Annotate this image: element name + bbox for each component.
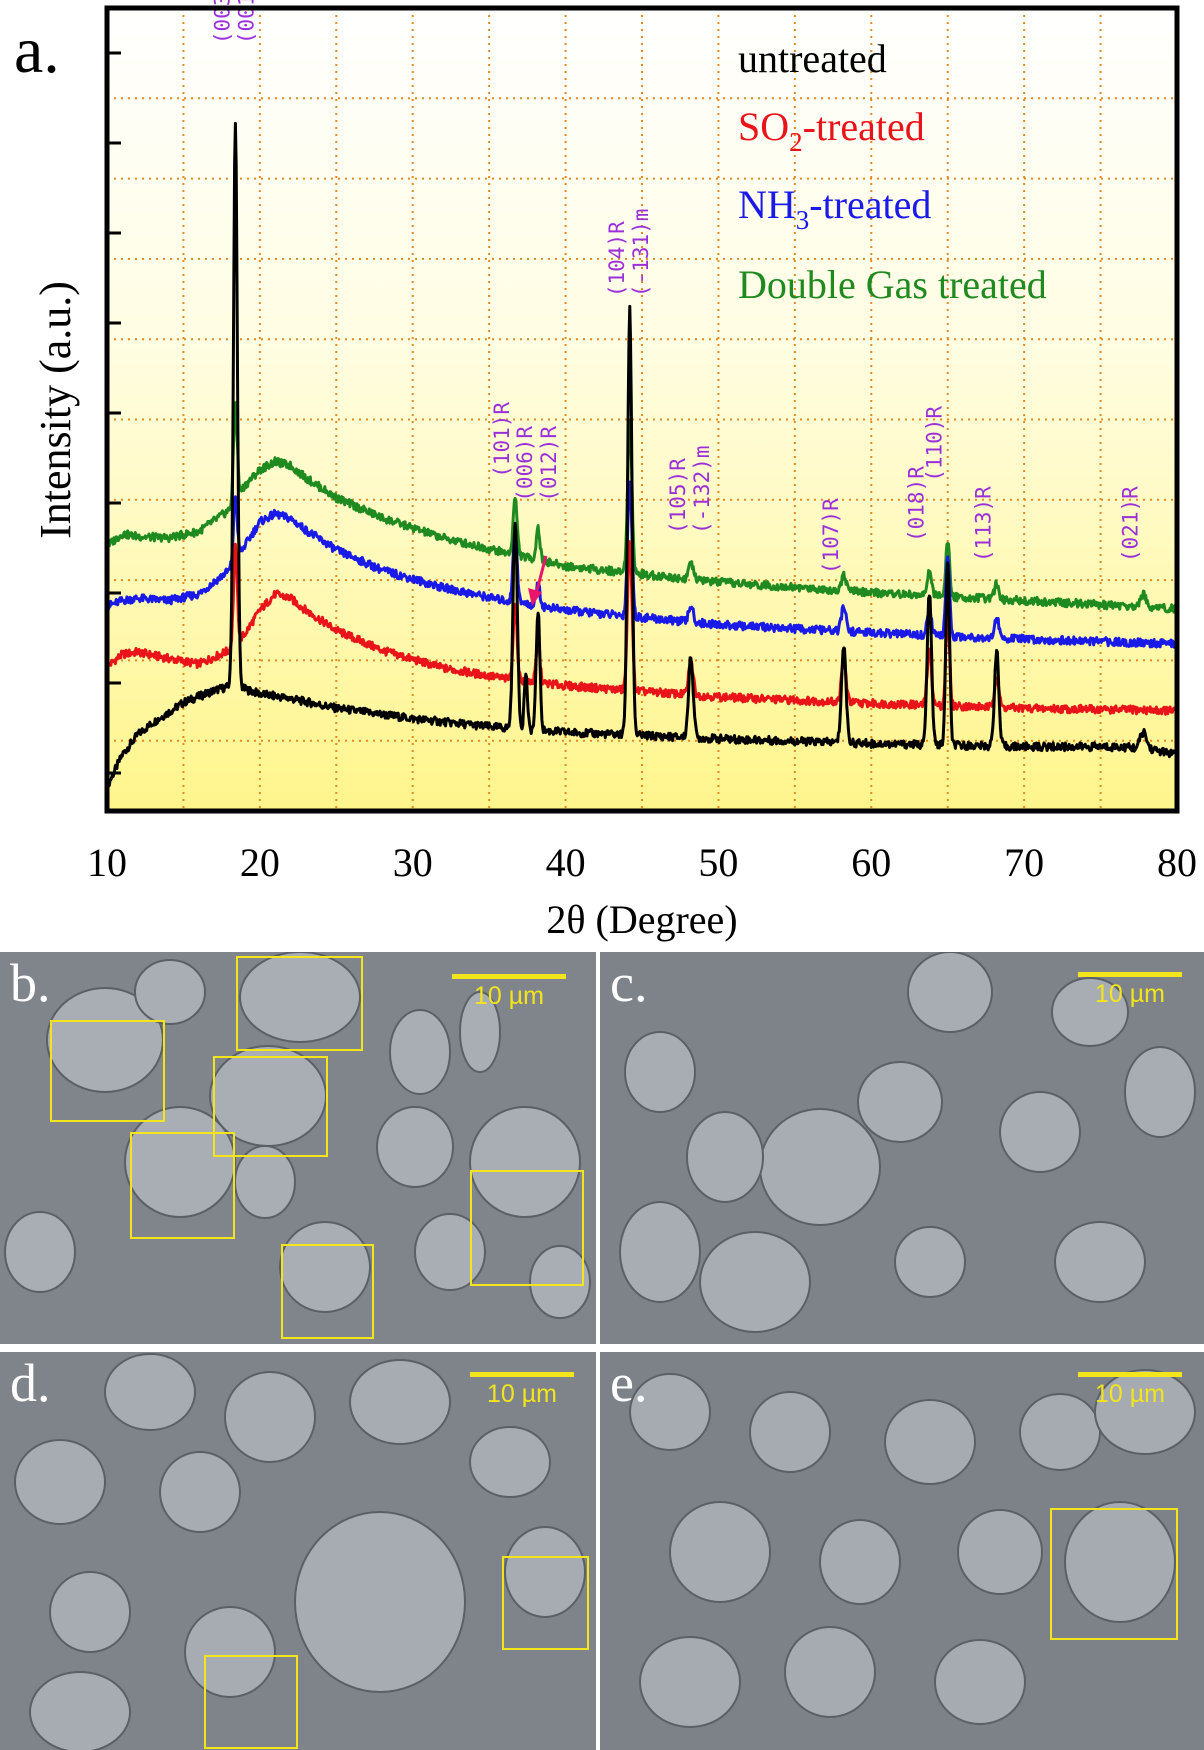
x-tick-label: 20 [240, 840, 280, 885]
peak-label-text: (-132)m [690, 445, 714, 534]
peak-label-text: (101)R [490, 402, 514, 478]
x-tick-label: 80 [1157, 840, 1197, 885]
series-line [106, 401, 1178, 614]
legend-nh3-treated: NH3-treated [738, 182, 931, 235]
y-axis-title: Intensity (a.u.) [31, 281, 80, 539]
peak-label-text: (021)R [1118, 486, 1142, 562]
peak-label-text: (113)R [972, 486, 996, 562]
peak-label: (006)R (012)R [513, 426, 561, 502]
scalebar-d: 10 µm [470, 1372, 574, 1409]
peak-label-text: (104)R [605, 221, 629, 297]
scalebar-label: 10 µm [474, 982, 544, 1010]
peak-label: (113)R [972, 486, 996, 562]
sem-panel-d: d. 10 µm [0, 1352, 596, 1750]
peak-arrow-shaft [534, 555, 548, 595]
scalebar-line [470, 1372, 574, 1377]
sem-image-b [0, 952, 596, 1344]
scalebar-line [1078, 972, 1182, 977]
sem-image-d [0, 1352, 596, 1750]
peak-label: (105)R (-132)m [666, 445, 714, 534]
peak-label-text: (012)R [537, 426, 561, 502]
sem-panel-e: e. 10 µm [600, 1352, 1204, 1750]
x-axis-title: 2θ (Degree) [546, 897, 737, 942]
x-tick-label: 60 [851, 840, 891, 885]
scalebar-b: 10 µm [452, 974, 566, 1011]
xrd-chart: a. (003)R (001)m(101)R (006)R (012)R(104)R(… [14, 0, 1197, 942]
scalebar-label: 10 µm [487, 1380, 557, 1408]
peak-label-text: (-131)m [629, 209, 653, 298]
peak-label-text: (006)R [513, 426, 537, 502]
peak-label: (021)R [1118, 486, 1142, 562]
scalebar-line [452, 974, 566, 979]
series-line [106, 480, 1178, 649]
roi-box [236, 956, 363, 1051]
series-layer [106, 121, 1179, 790]
peak-label-text: (018)R [904, 466, 928, 542]
roi-box [1050, 1508, 1178, 1640]
sem-panel-b: b. 10 µm [0, 952, 596, 1344]
legend-so2-treated: SO2-treated [738, 104, 925, 157]
legend: untreated SO2-treated NH3-treated Double… [738, 36, 1047, 307]
x-tick-label: 30 [393, 840, 433, 885]
panel-c-label: c. [610, 953, 648, 1013]
plot-frame [104, 5, 1180, 814]
roi-box [470, 1170, 584, 1286]
x-tick-label: 70 [1004, 840, 1044, 885]
roi-box [213, 1056, 328, 1157]
peak-label: (107)R [819, 498, 843, 574]
roi-box [281, 1244, 374, 1339]
scalebar-c: 10 µm [1078, 972, 1182, 1009]
peak-label: (110)R [923, 406, 947, 482]
sem-image-c [600, 952, 1204, 1344]
panel-e-label: e. [610, 1353, 648, 1413]
scalebar-label: 10 µm [1095, 980, 1165, 1008]
roi-box [130, 1132, 235, 1239]
panel-d-label: d. [10, 1353, 51, 1413]
peak-label-text: (107)R [819, 498, 843, 574]
roi-box [204, 1655, 298, 1749]
peak-arrow-head [528, 588, 542, 606]
grid [107, 8, 1177, 811]
peak-label: (018)R [904, 466, 928, 542]
peak-label-text: (110)R [923, 406, 947, 482]
peak-label: (104)R (-131)m [605, 209, 653, 298]
x-tick-labels: 10 20 30 40 50 60 70 80 [87, 840, 1197, 885]
legend-untreated: untreated [738, 36, 887, 81]
peak-label: (101)R [490, 402, 514, 478]
sem-panel-c: c. 10 µm [600, 952, 1204, 1344]
peak-label-text: (105)R [666, 458, 690, 534]
scalebar-e: 10 µm [1078, 1372, 1182, 1409]
x-tick-label: 10 [87, 840, 127, 885]
peak-labels: (003)R (001)m(101)R (006)R (012)R(104)R (-13… [210, 0, 1142, 574]
roi-box [502, 1556, 589, 1650]
scalebar-label: 10 µm [1095, 1380, 1165, 1408]
x-tick-label: 50 [698, 840, 738, 885]
scalebar-line [1078, 1372, 1182, 1377]
roi-box [50, 1020, 165, 1122]
panel-a-label: a. [14, 14, 60, 87]
sem-image-e [600, 1352, 1204, 1750]
series-line [106, 121, 1179, 790]
legend-double-gas-treated: Double Gas treated [738, 262, 1047, 307]
x-tick-label: 40 [546, 840, 586, 885]
panel-b-label: b. [10, 953, 51, 1013]
